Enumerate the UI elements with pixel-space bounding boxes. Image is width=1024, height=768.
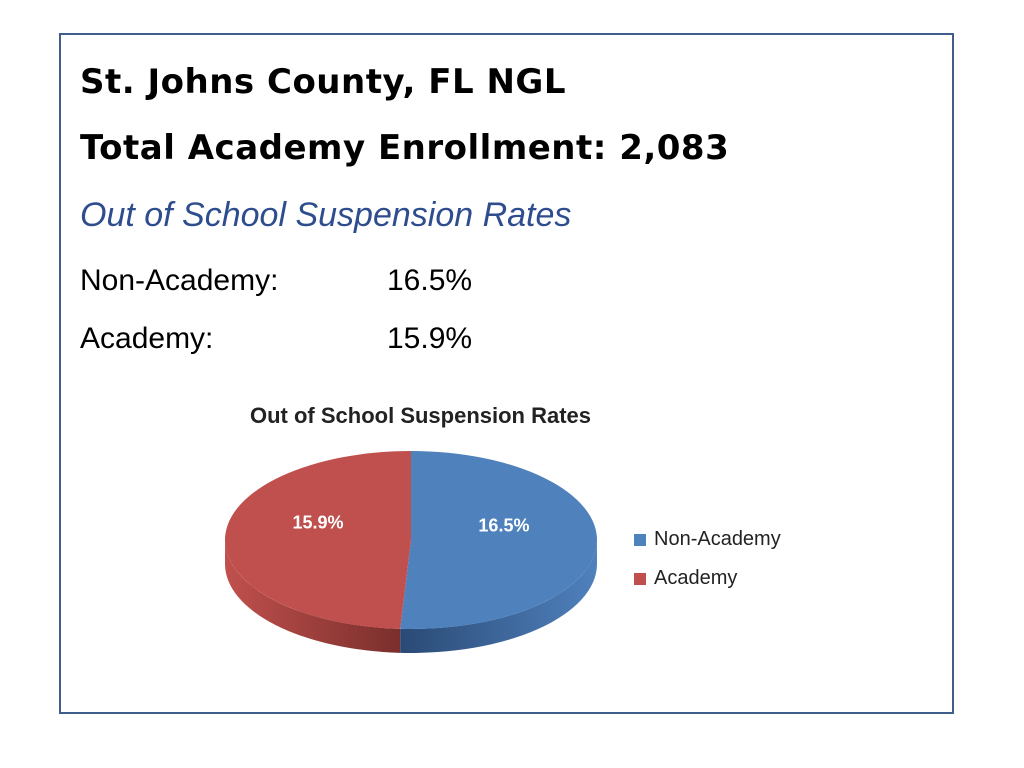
page-title: St. Johns County, FL NGL [80,62,566,102]
pie-chart-canvas: 16.5% 15.9% [224,451,597,653]
legend-label: Non-Academy [654,528,781,550]
rate-value: 15.9% [387,322,473,355]
pie-slice [224,451,411,629]
slide-frame [59,33,954,714]
pie-slice-side [400,540,597,653]
pie-slice [400,451,597,629]
pie-slice-side [225,540,401,653]
legend-item-academy: Academy [634,567,737,590]
rate-label: Academy: [80,322,214,355]
legend-swatch [634,533,646,546]
legend-swatch [634,572,646,585]
chart-title: Out of School Suspension Rates [250,403,592,428]
legend-label: Academy [654,567,738,589]
legend-item-non-academy: Non-Academy [634,528,781,551]
data-label: 15.9% [293,513,344,533]
rate-label: Non-Academy: [80,264,279,297]
rate-value: 16.5% [387,264,473,297]
enrollment-heading: Total Academy Enrollment: 2,083 [80,128,730,168]
pie-chart: 16.5% 15.9% Out of School Suspension Rate… [200,395,840,685]
data-label: 16.5% [478,515,529,535]
section-subtitle: Out of School Suspension Rates [80,196,572,234]
